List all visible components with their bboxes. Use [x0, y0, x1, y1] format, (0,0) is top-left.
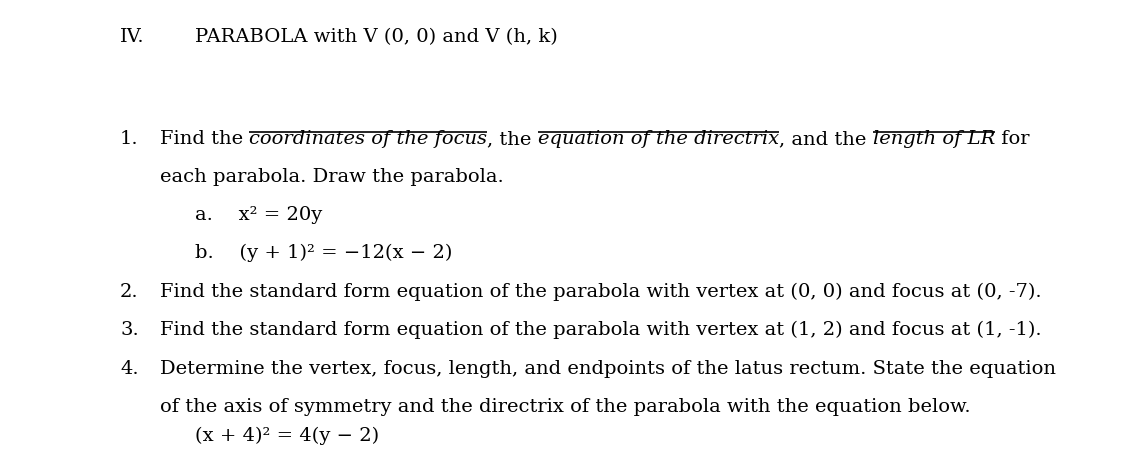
Text: 3.: 3. [120, 321, 138, 339]
Text: a.  x² = 20y: a. x² = 20y [194, 206, 323, 224]
Text: PARABOLA with V (0, 0) and V (h, k): PARABOLA with V (0, 0) and V (h, k) [194, 28, 558, 46]
Text: for: for [995, 130, 1030, 148]
Text: Determine the vertex, focus, length, and endpoints of the latus rectum. State th: Determine the vertex, focus, length, and… [160, 360, 1057, 378]
Text: IV.: IV. [120, 28, 145, 46]
Text: (x + 4)² = 4(y − 2): (x + 4)² = 4(y − 2) [194, 427, 379, 445]
Text: 1.: 1. [120, 130, 138, 148]
Text: Find the standard form equation of the parabola with vertex at (0, 0) and focus : Find the standard form equation of the p… [160, 283, 1042, 301]
Text: 4.: 4. [120, 360, 138, 378]
Text: of the axis of symmetry and the directrix of the parabola with the equation belo: of the axis of symmetry and the directri… [160, 398, 971, 416]
Text: length of LR: length of LR [872, 130, 995, 148]
Text: , the: , the [488, 130, 538, 148]
Text: coordinates of the focus: coordinates of the focus [250, 130, 488, 148]
Text: Find the standard form equation of the parabola with vertex at (1, 2) and focus : Find the standard form equation of the p… [160, 321, 1042, 339]
Text: , and the: , and the [779, 130, 872, 148]
Text: each parabola. Draw the parabola.: each parabola. Draw the parabola. [160, 168, 504, 186]
Text: 2.: 2. [120, 283, 138, 301]
Text: equation of the directrix: equation of the directrix [538, 130, 779, 148]
Text: Find the: Find the [160, 130, 250, 148]
Text: b.  (y + 1)² = −12(x − 2): b. (y + 1)² = −12(x − 2) [194, 244, 452, 262]
